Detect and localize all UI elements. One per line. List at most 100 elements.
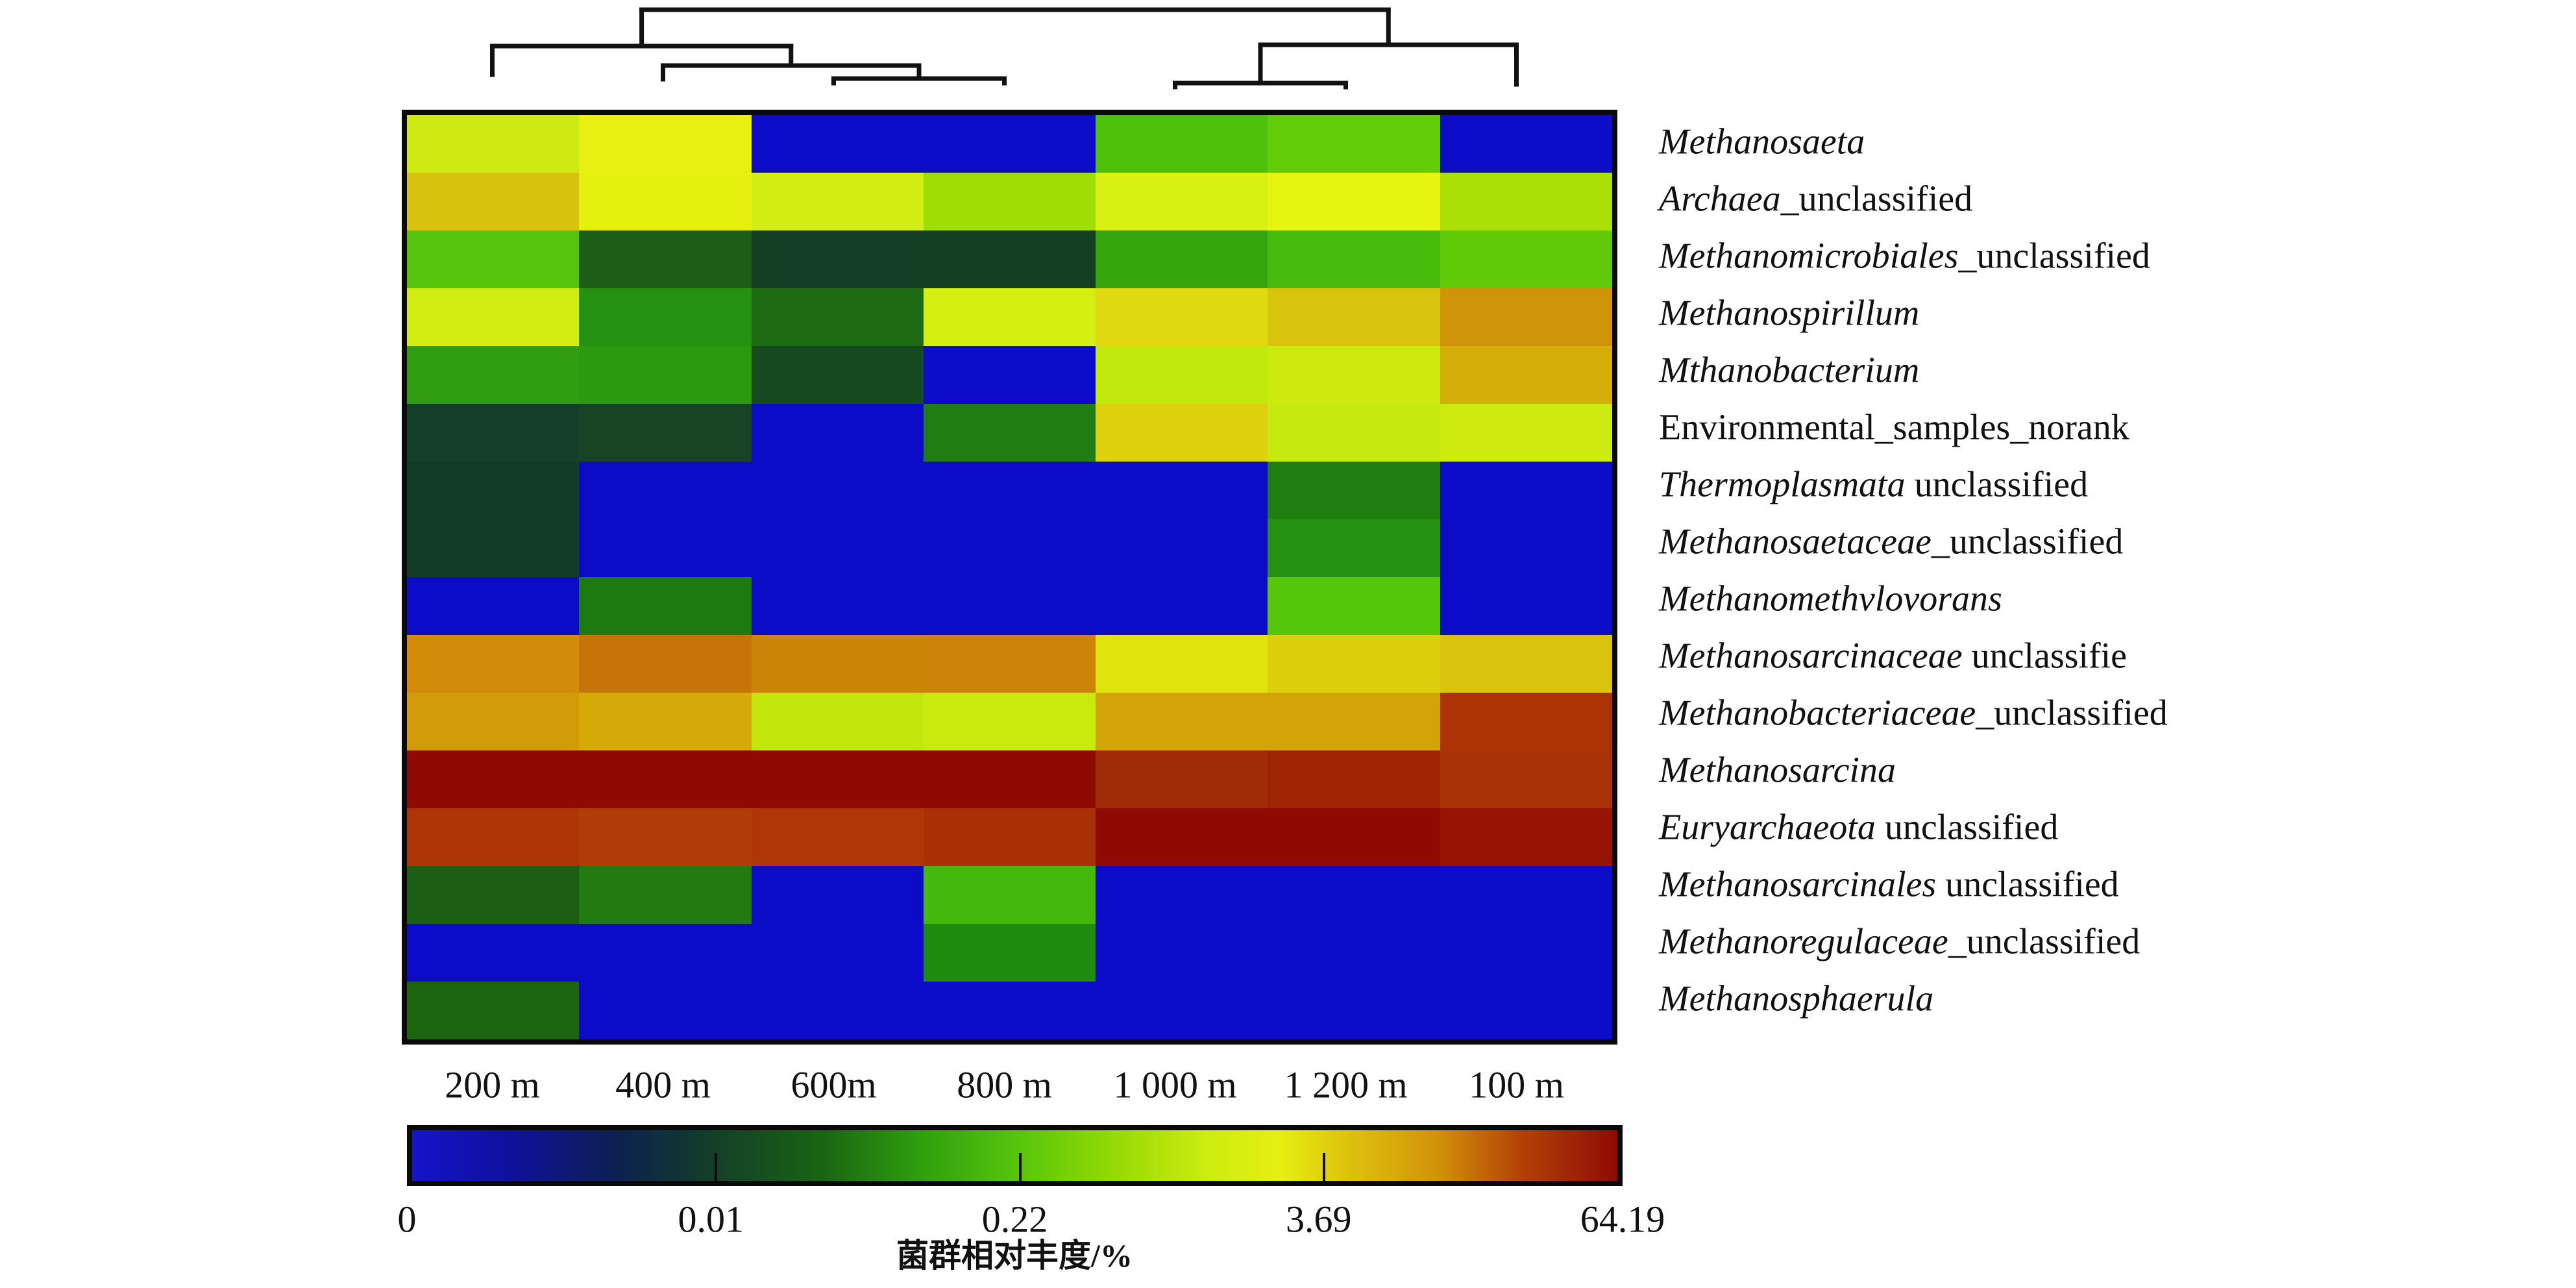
heatmap-cell <box>923 288 1096 346</box>
heatmap-cell <box>923 982 1096 1039</box>
heatmap-cell <box>1268 750 1440 808</box>
heatmap-cell <box>923 519 1096 577</box>
heatmap-cell <box>751 866 924 924</box>
heatmap-cell <box>407 230 580 288</box>
colorbar-tick-mark <box>715 1153 718 1181</box>
heatmap-cell <box>1096 230 1268 288</box>
heatmap-cell <box>407 115 580 173</box>
heatmap-cell <box>579 173 752 230</box>
heatmap-cell <box>751 404 924 462</box>
heatmap-grid <box>407 115 1612 1039</box>
heatmap-cell <box>923 866 1096 924</box>
heatmap-cell <box>1440 404 1612 462</box>
heatmap-cell <box>1268 982 1440 1039</box>
heatmap-cell <box>407 288 580 346</box>
heatmap-cell <box>1268 230 1440 288</box>
colorbar-tick-label: 0.01 <box>678 1198 744 1241</box>
heatmap-cell <box>923 577 1096 635</box>
row-label: Methanospirillum <box>1659 293 1920 334</box>
heatmap-cell <box>923 173 1096 230</box>
colorbar-tick-label: 64.19 <box>1580 1198 1665 1241</box>
row-label: Archaea_unclassified <box>1659 179 1973 219</box>
heatmap-cell <box>923 346 1096 404</box>
heatmap-cell <box>407 173 580 230</box>
heatmap-cell <box>579 982 752 1039</box>
heatmap-cell <box>1440 808 1612 866</box>
heatmap-cell <box>1096 982 1268 1039</box>
heatmap-cell <box>1096 288 1268 346</box>
heatmap-cell <box>1440 230 1612 288</box>
heatmap-cell <box>1440 635 1612 693</box>
colorbar-tick-label: 3.69 <box>1286 1198 1352 1241</box>
heatmap-cell <box>1268 519 1440 577</box>
row-label: Mthanobacterium <box>1659 350 1920 391</box>
heatmap-cell <box>751 577 924 635</box>
heatmap-cell <box>751 750 924 808</box>
heatmap-cell <box>923 693 1096 750</box>
heatmap-cell <box>407 635 580 693</box>
row-label: Methanomicrobiales_unclassified <box>1659 236 2150 277</box>
heatmap-cell <box>579 404 752 462</box>
heatmap-cell <box>579 577 752 635</box>
heatmap-cell <box>1440 924 1612 982</box>
heatmap-frame <box>402 110 1617 1045</box>
heatmap-cell <box>751 288 924 346</box>
heatmap-cell <box>923 230 1096 288</box>
heatmap-cell <box>1096 750 1268 808</box>
heatmap-cell <box>1268 635 1440 693</box>
heatmap-cell <box>579 693 752 750</box>
heatmap-cell <box>579 288 752 346</box>
heatmap-cell <box>579 115 752 173</box>
column-label: 600m <box>791 1063 877 1106</box>
heatmap-cell <box>1440 577 1612 635</box>
heatmap-cell <box>751 982 924 1039</box>
heatmap-cell <box>1096 808 1268 866</box>
heatmap-cell <box>1440 346 1612 404</box>
heatmap-cell <box>1268 808 1440 866</box>
heatmap-cell <box>1096 404 1268 462</box>
heatmap-cell <box>579 866 752 924</box>
colorbar-tick-label: 0 <box>397 1198 417 1241</box>
heatmap-cell <box>1440 288 1612 346</box>
heatmap-cell <box>751 173 924 230</box>
heatmap-cell <box>579 462 752 519</box>
heatmap-cell <box>1268 693 1440 750</box>
row-label: Methanoregulaceae_unclassified <box>1659 921 2141 962</box>
heatmap-cell <box>751 346 924 404</box>
heatmap-cell <box>751 924 924 982</box>
heatmap-cell <box>751 693 924 750</box>
heatmap-cell <box>751 462 924 519</box>
colorbar-tick-mark <box>1322 1153 1325 1181</box>
dendrogram <box>490 7 1519 90</box>
heatmap-cell <box>1440 693 1612 750</box>
heatmap-cell <box>923 462 1096 519</box>
row-label: Methanomethvlovorans <box>1659 578 2002 619</box>
heatmap-cell <box>407 404 580 462</box>
heatmap-cell <box>1440 866 1612 924</box>
colorbar-title: 菌群相对丰度/% <box>896 1237 1133 1274</box>
heatmap-cell <box>1096 115 1268 173</box>
column-label: 800 m <box>957 1063 1052 1106</box>
heatmap-cell <box>1268 404 1440 462</box>
row-label: Euryarchaeota unclassified <box>1659 807 2059 848</box>
heatmap-cell <box>751 230 924 288</box>
heatmap-cell <box>1440 519 1612 577</box>
heatmap-cell <box>1440 173 1612 230</box>
colorbar-tick-label: 0.22 <box>981 1198 1048 1241</box>
heatmap-cell <box>407 346 580 404</box>
heatmap-cell <box>407 982 580 1039</box>
heatmap-cell <box>579 230 752 288</box>
colorbar-tick-mark <box>1018 1153 1022 1181</box>
heatmap-cell <box>407 924 580 982</box>
heatmap-cell <box>407 808 580 866</box>
heatmap-cell <box>1096 462 1268 519</box>
heatmap-cell <box>1268 115 1440 173</box>
heatmap-cell <box>1096 346 1268 404</box>
heatmap-cell <box>1096 635 1268 693</box>
heatmap-cell <box>751 115 924 173</box>
heatmap-cell <box>751 635 924 693</box>
row-label: Methanosarcinaceae unclassifie <box>1659 636 2128 676</box>
heatmap-cell <box>579 346 752 404</box>
column-label: 100 m <box>1469 1063 1564 1106</box>
heatmap-cell <box>579 924 752 982</box>
